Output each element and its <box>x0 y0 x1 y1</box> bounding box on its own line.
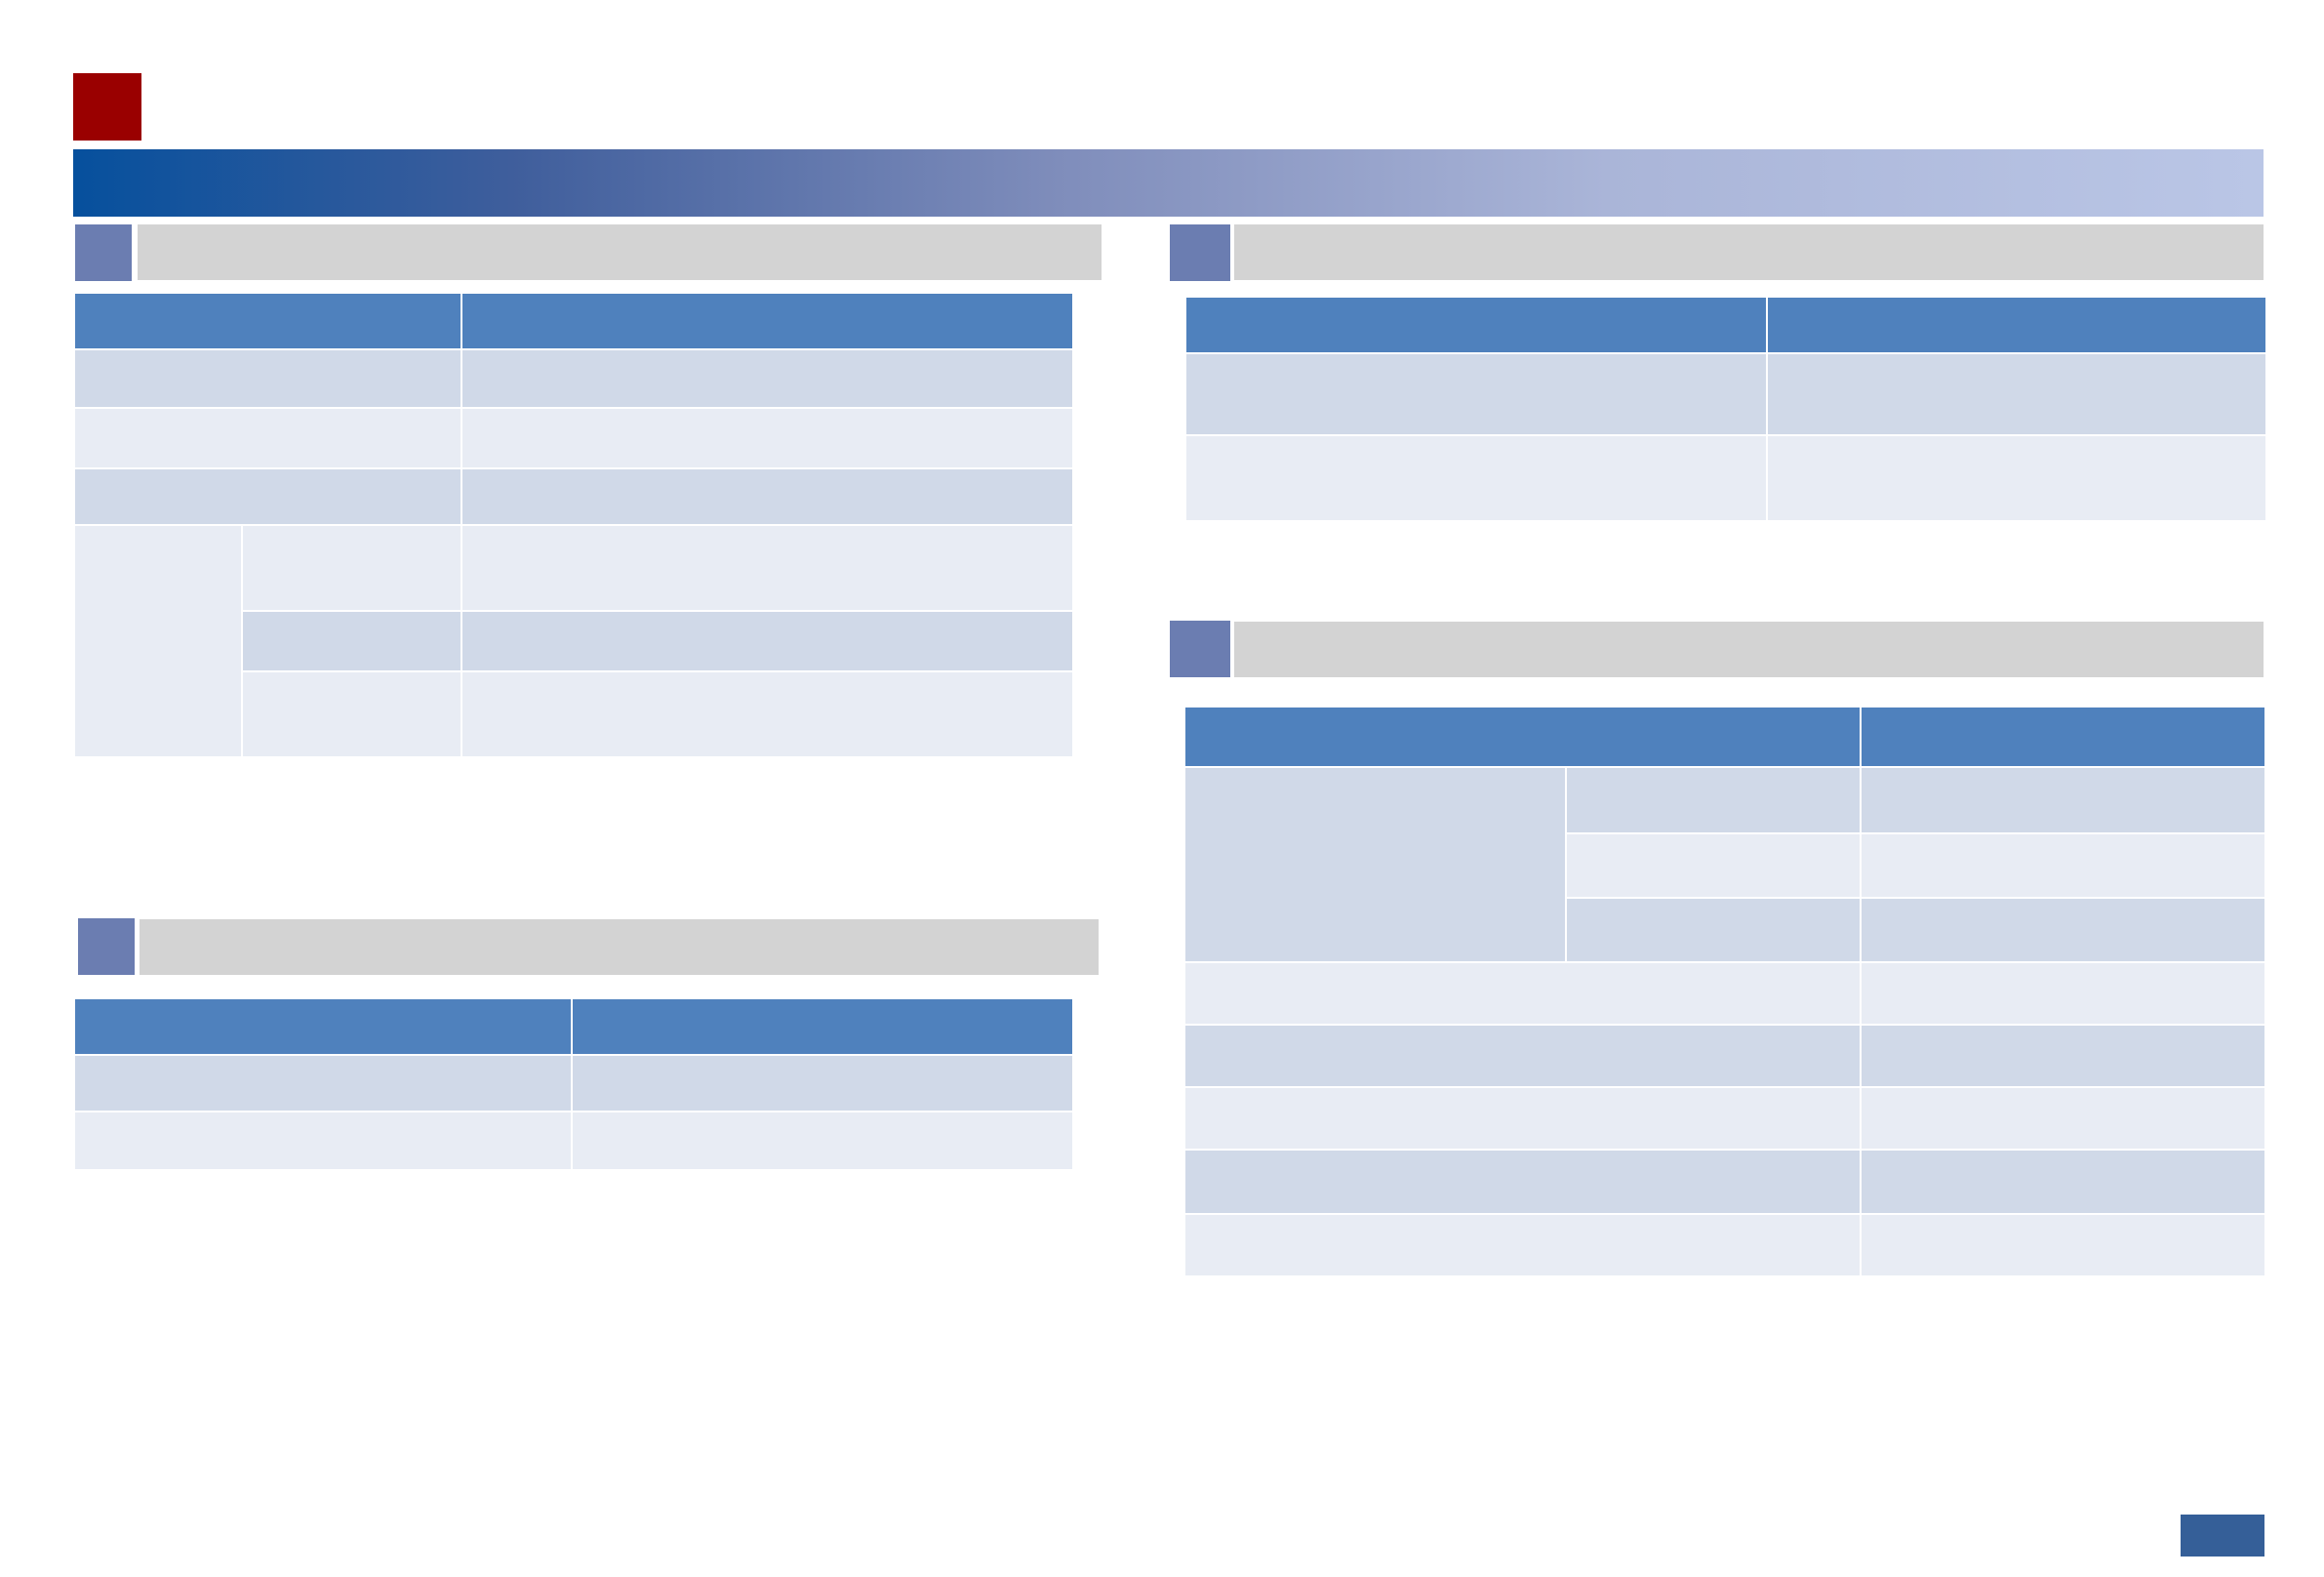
table-row <box>1184 832 2266 899</box>
table-cell <box>461 407 1074 469</box>
section4-table <box>1183 706 2266 1277</box>
table-cell <box>1184 434 1768 522</box>
header-cell <box>571 997 1074 1056</box>
table-header-row <box>73 292 1074 350</box>
table-cell <box>241 610 462 672</box>
table-row <box>1184 897 2266 963</box>
section3-icon <box>1170 224 1230 281</box>
table-cell <box>1184 352 1768 436</box>
header-cell <box>461 292 1074 350</box>
table-row <box>1183 1149 2266 1215</box>
table-cell <box>1183 1024 1862 1088</box>
section4-title-bar <box>1234 622 2264 677</box>
section1-table <box>73 292 1074 758</box>
table-cell <box>461 610 1074 672</box>
table-cell <box>1183 1086 1862 1151</box>
table-cell <box>241 670 462 758</box>
table-row <box>74 670 1074 758</box>
table-cell <box>1860 897 2266 963</box>
table-cell <box>73 467 462 526</box>
header-cell <box>73 997 573 1056</box>
table-cell <box>1860 1213 2266 1277</box>
table-cell <box>1860 1086 2266 1151</box>
table-cell <box>73 348 462 409</box>
table-cell <box>73 1111 573 1171</box>
table-cell <box>1183 1213 1862 1277</box>
table-cell <box>241 524 462 612</box>
table-cell <box>1565 766 1862 834</box>
table-row <box>74 610 1074 672</box>
table-cell <box>1860 1149 2266 1215</box>
table-row <box>1183 1024 2266 1088</box>
header-cell <box>73 292 462 350</box>
table-row <box>1183 961 2266 1026</box>
table-cell <box>461 670 1074 758</box>
table-cell <box>1766 434 2267 522</box>
table-cell <box>1565 832 1862 899</box>
header-cell <box>1766 296 2267 354</box>
table-row <box>73 407 1074 469</box>
section3-table <box>1184 296 2267 522</box>
table-row <box>73 1054 1074 1112</box>
header-cell <box>1184 296 1768 354</box>
table-cell <box>1565 897 1862 963</box>
table-header-row <box>1184 296 2267 354</box>
section4-icon <box>1170 621 1230 677</box>
section1-title-bar <box>138 224 1102 280</box>
table-row <box>1183 1086 2266 1151</box>
section3-title-bar <box>1234 224 2264 280</box>
table-row <box>73 467 1074 526</box>
title-banner <box>73 149 2264 217</box>
table-header-row <box>1183 706 2266 768</box>
table-row <box>1184 434 2267 522</box>
table-cell <box>461 348 1074 409</box>
table-cell <box>1860 766 2266 834</box>
table-row <box>1183 1213 2266 1277</box>
table-cell <box>73 1054 573 1112</box>
table-row <box>1184 352 2267 436</box>
section2-table <box>73 997 1074 1171</box>
table-cell <box>461 524 1074 612</box>
section2-title-bar <box>140 919 1099 975</box>
table-cell <box>1860 1024 2266 1088</box>
page-number-box <box>2181 1515 2264 1557</box>
table-cell <box>571 1111 1074 1171</box>
table-header-row <box>73 997 1074 1056</box>
header-cell <box>1860 706 2266 768</box>
table-cell <box>1860 961 2266 1026</box>
table-cell <box>1860 832 2266 899</box>
table-cell <box>1183 961 1862 1026</box>
table-row <box>73 1111 1074 1171</box>
section2-icon <box>78 918 135 975</box>
table-row <box>73 348 1074 409</box>
table-cell <box>1183 1149 1862 1215</box>
table-cell <box>73 407 462 469</box>
logo-square <box>73 73 141 141</box>
section1-icon <box>75 224 132 281</box>
header-cell <box>1183 706 1862 768</box>
group-label-cell <box>73 524 243 758</box>
table-cell <box>1766 352 2267 436</box>
table-cell <box>571 1054 1074 1112</box>
table-row <box>73 524 1074 758</box>
table-row <box>1183 766 2266 963</box>
group-label-cell <box>1183 766 1567 963</box>
table-cell <box>461 467 1074 526</box>
